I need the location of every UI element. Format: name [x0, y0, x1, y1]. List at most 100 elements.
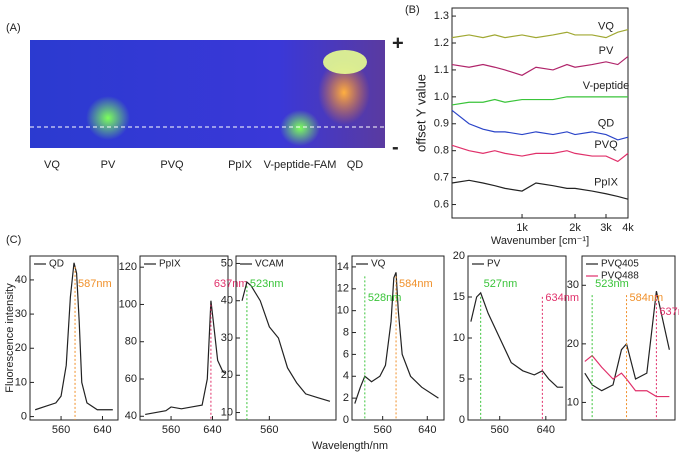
y-tick-label: 30 — [15, 308, 27, 320]
y-tick-label: 20 — [453, 250, 465, 262]
series-line — [451, 179, 629, 200]
x-tick-label: 640 — [537, 424, 555, 436]
x-tick-label: 1k — [516, 222, 528, 234]
series-label: PpIX — [594, 177, 619, 189]
plus-sign: + — [392, 32, 404, 54]
series-line — [241, 280, 331, 402]
x-tick-label: 640 — [93, 424, 111, 436]
y-tick-label: 12 — [337, 283, 349, 295]
legend-label: PV — [487, 259, 501, 270]
y-tick-label: 0.8 — [434, 145, 449, 157]
legend-label: QD — [49, 259, 64, 270]
peak-label: 528nm — [368, 292, 402, 304]
peak-label: 634nm — [545, 292, 579, 304]
y-axis-label: offset Y value — [413, 74, 428, 152]
y-tick-label: 4 — [343, 370, 349, 382]
y-tick-label: 14 — [337, 261, 349, 273]
panel-label: (A) — [6, 22, 21, 34]
y-tick-label: 30 — [221, 332, 233, 344]
plot-frame — [581, 255, 676, 421]
y-tick-label: 20 — [221, 369, 233, 381]
series-line — [451, 96, 628, 106]
y-tick-label: 0.6 — [434, 198, 449, 210]
plot-frame — [451, 7, 629, 219]
legend-label: VQ — [371, 259, 386, 270]
series-line — [584, 291, 670, 392]
y-tick-label: 5 — [459, 373, 465, 385]
x-tick-label: 3k — [600, 222, 612, 234]
lane-label: PpIX — [228, 159, 253, 171]
x-axis-label: Wavelength/nm — [312, 440, 388, 452]
lane-label: PVQ — [160, 159, 184, 171]
y-tick-label: 0.9 — [434, 118, 449, 130]
glow — [323, 50, 367, 74]
y-tick-label: 100 — [119, 298, 137, 310]
glow — [86, 96, 130, 140]
peak-label: 527nm — [484, 278, 518, 290]
y-tick-label: 1.1 — [434, 64, 449, 76]
series-line — [470, 291, 564, 388]
x-axis-label: Wavenumber [cm⁻¹] — [491, 235, 589, 247]
series-line — [354, 272, 439, 404]
lane-label: QD — [347, 159, 364, 171]
series-label: PVQ — [594, 139, 618, 151]
legend-label: PpIX — [159, 259, 181, 270]
y-axis-label: Fluorescence intensity — [4, 283, 16, 393]
y-tick-label: 1.0 — [434, 91, 449, 103]
series-line — [451, 109, 629, 141]
y-tick-label: 10 — [221, 406, 233, 418]
plot-frame — [29, 255, 119, 421]
lane-label: PV — [101, 159, 116, 171]
y-tick-label: 0 — [459, 414, 465, 426]
y-tick-label: 15 — [453, 291, 465, 303]
x-tick-label: 560 — [373, 424, 391, 436]
series-label: PV — [599, 45, 614, 57]
peak-label: 637nm — [659, 306, 679, 318]
plot-frame — [351, 255, 445, 421]
series-line — [451, 55, 629, 76]
x-tick-label: 560 — [260, 424, 278, 436]
series-line — [34, 262, 113, 411]
y-tick-label: 2 — [343, 392, 349, 404]
legend-label: VCAM — [255, 259, 284, 270]
x-tick-label: 4k — [622, 222, 634, 234]
y-tick-label: 40 — [125, 410, 137, 422]
y-tick-label: 1.2 — [434, 37, 449, 49]
series-label: VQ — [598, 21, 614, 33]
y-tick-label: 10 — [567, 396, 579, 408]
peak-label: 637nm — [214, 278, 248, 290]
x-tick-label: 640 — [418, 424, 436, 436]
y-tick-label: 120 — [119, 261, 137, 273]
y-tick-label: 20 — [567, 338, 579, 350]
series-line — [451, 28, 629, 39]
legend-label: PVQ488 — [601, 271, 639, 282]
y-tick-label: 10 — [453, 332, 465, 344]
y-tick-label: 40 — [15, 274, 27, 286]
x-tick-label: 640 — [203, 424, 221, 436]
glow — [280, 110, 320, 146]
series-label: V-peptide — [583, 80, 629, 92]
panel-label: (C) — [6, 234, 21, 246]
x-tick-label: 2k — [569, 222, 581, 234]
plot-frame — [139, 255, 229, 421]
y-tick-label: 40 — [221, 295, 233, 307]
y-tick-label: 60 — [125, 373, 137, 385]
y-tick-label: 6 — [343, 348, 349, 360]
minus-sign: - — [392, 136, 399, 158]
peak-label: 587nm — [78, 278, 112, 290]
x-tick-label: 560 — [491, 424, 509, 436]
lane-label: V-peptide-FAM — [264, 159, 337, 171]
y-tick-label: 10 — [337, 305, 349, 317]
series-label: QD — [598, 117, 615, 129]
series-line — [451, 144, 629, 163]
y-tick-label: 0 — [343, 414, 349, 426]
x-tick-label: 560 — [52, 424, 70, 436]
series-line — [584, 354, 670, 398]
y-tick-label: 8 — [343, 326, 349, 338]
y-tick-label: 1.3 — [434, 10, 449, 22]
x-tick-label: 560 — [162, 424, 180, 436]
series-line — [145, 300, 226, 415]
peak-label: 584nm — [630, 292, 664, 304]
y-tick-label: 0 — [21, 410, 27, 422]
